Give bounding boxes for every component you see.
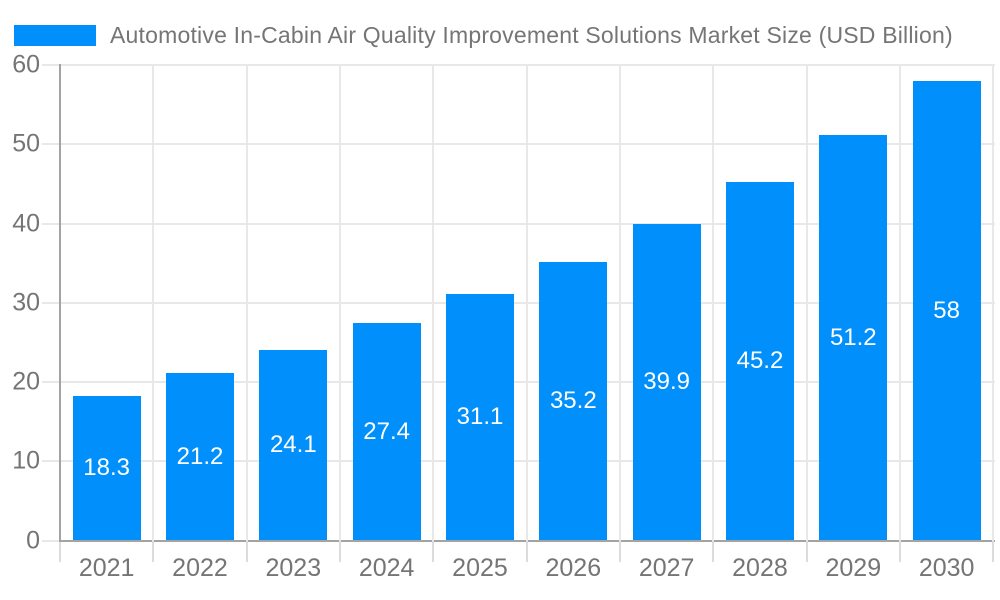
gridline-vertical [338, 65, 341, 541]
bar[interactable] [725, 182, 794, 541]
bar[interactable] [539, 261, 608, 541]
y-axis-label: 0 [26, 526, 40, 554]
gridline-vertical [992, 65, 995, 541]
chart-header: Automotive In-Cabin Air Quality Improvem… [14, 22, 996, 48]
x-axis-label: 2022 [172, 554, 228, 582]
y-axis-label: 10 [12, 446, 40, 475]
x-axis-tick [618, 540, 621, 562]
x-axis-tick [245, 540, 248, 562]
x-axis-label: 2029 [825, 554, 882, 582]
x-axis-tick [59, 540, 61, 562]
bar-value-label: 35.2 [549, 387, 597, 415]
gridline-horizontal [42, 64, 996, 67]
x-axis-tick [898, 540, 901, 562]
x-axis-tick [992, 540, 995, 562]
chart-title: Automotive In-Cabin Air Quality Improvem… [110, 21, 953, 48]
bar[interactable] [632, 224, 701, 541]
y-axis-label: 50 [12, 129, 40, 158]
x-axis-tick [152, 540, 155, 562]
x-axis-label: 2028 [732, 554, 788, 582]
bar[interactable] [819, 134, 888, 541]
gridline-horizontal [42, 381, 996, 384]
bar[interactable] [259, 349, 328, 541]
y-axis-tick [42, 539, 60, 542]
x-axis-tick [432, 540, 435, 562]
x-axis-label: 2027 [638, 554, 695, 582]
bar-value-label: 45.2 [736, 347, 784, 375]
gridline-vertical [432, 65, 435, 541]
gridline-vertical [712, 65, 715, 541]
y-axis-label: 30 [12, 288, 40, 317]
x-axis-label: 2021 [78, 554, 135, 582]
bar[interactable] [165, 372, 234, 541]
bar-value-label: 24.1 [269, 431, 317, 459]
y-axis-label: 20 [12, 367, 40, 396]
y-axis-label: 40 [12, 209, 40, 238]
x-axis-line [60, 539, 996, 542]
x-axis-label: 2023 [265, 554, 322, 582]
gridline-vertical [152, 65, 155, 541]
bar-value-label: 39.9 [643, 368, 690, 396]
bar[interactable] [445, 294, 514, 541]
bar-value-label: 51.2 [829, 323, 877, 351]
gridline-vertical [245, 65, 248, 541]
bar[interactable] [912, 81, 981, 541]
x-axis-tick [338, 540, 341, 562]
gridline-vertical [525, 65, 528, 541]
x-axis-tick [712, 540, 715, 562]
x-axis-tick [805, 540, 808, 562]
gridline-horizontal [42, 301, 996, 304]
gridline-vertical [618, 65, 621, 541]
y-axis-label: 60 [12, 50, 40, 79]
gridline-horizontal [42, 460, 996, 463]
bar-value-label: 58 [933, 296, 960, 324]
x-axis-tick [525, 540, 528, 562]
legend-swatch[interactable] [14, 24, 96, 46]
gridline-vertical [805, 65, 808, 541]
bar[interactable] [72, 395, 141, 541]
bar-value-label: 18.3 [83, 454, 131, 482]
gridline-horizontal [42, 143, 996, 146]
bar-value-label: 31.1 [456, 403, 504, 431]
x-axis-label: 2025 [452, 554, 508, 582]
bar-value-label: 21.2 [176, 442, 224, 470]
x-axis-label: 2026 [545, 554, 602, 582]
bar[interactable] [352, 323, 421, 541]
x-axis-label: 2030 [918, 554, 975, 582]
y-axis-line [59, 64, 61, 542]
x-axis-label: 2024 [358, 554, 415, 582]
bar-value-label: 27.4 [363, 417, 410, 445]
gridline-horizontal [42, 222, 996, 225]
gridline-vertical [898, 65, 901, 541]
